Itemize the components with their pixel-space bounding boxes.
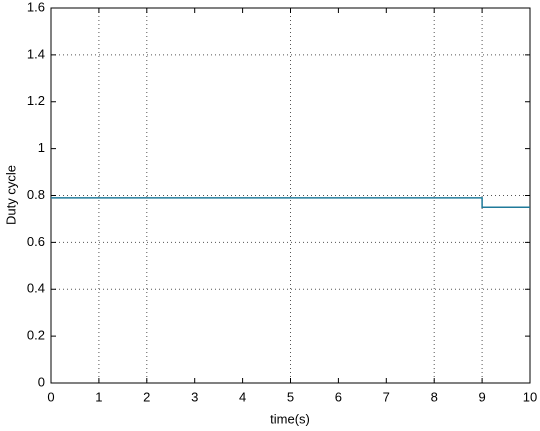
x-tick-label: 0 xyxy=(47,389,54,404)
x-tick-label: 5 xyxy=(287,389,294,404)
y-tick-label: 0.8 xyxy=(27,187,45,202)
x-tick-label: 7 xyxy=(383,389,390,404)
y-tick-label: 0.4 xyxy=(27,281,45,296)
y-tick-label: 1.4 xyxy=(27,46,45,61)
x-axis-label: time(s) xyxy=(270,411,310,426)
x-tick-label: 2 xyxy=(143,389,150,404)
x-tick-label: 6 xyxy=(335,389,342,404)
data-line xyxy=(51,197,530,208)
x-tick-label: 1 xyxy=(95,389,102,404)
x-tick-label: 8 xyxy=(431,389,438,404)
y-tick-label: 0.2 xyxy=(27,328,45,343)
x-tick-label: 10 xyxy=(523,389,537,404)
y-axis-label: Duty cycle xyxy=(3,165,18,225)
y-tick-label: 0 xyxy=(38,374,45,389)
y-tick-label: 1 xyxy=(38,140,45,155)
x-tick-label: 4 xyxy=(239,389,246,404)
x-tick-label: 3 xyxy=(191,389,198,404)
y-tick-label: 1.2 xyxy=(27,93,45,108)
y-tick-label: 0.6 xyxy=(27,234,45,249)
y-tick-label: 1.6 xyxy=(27,0,45,14)
x-tick-label: 9 xyxy=(478,389,485,404)
